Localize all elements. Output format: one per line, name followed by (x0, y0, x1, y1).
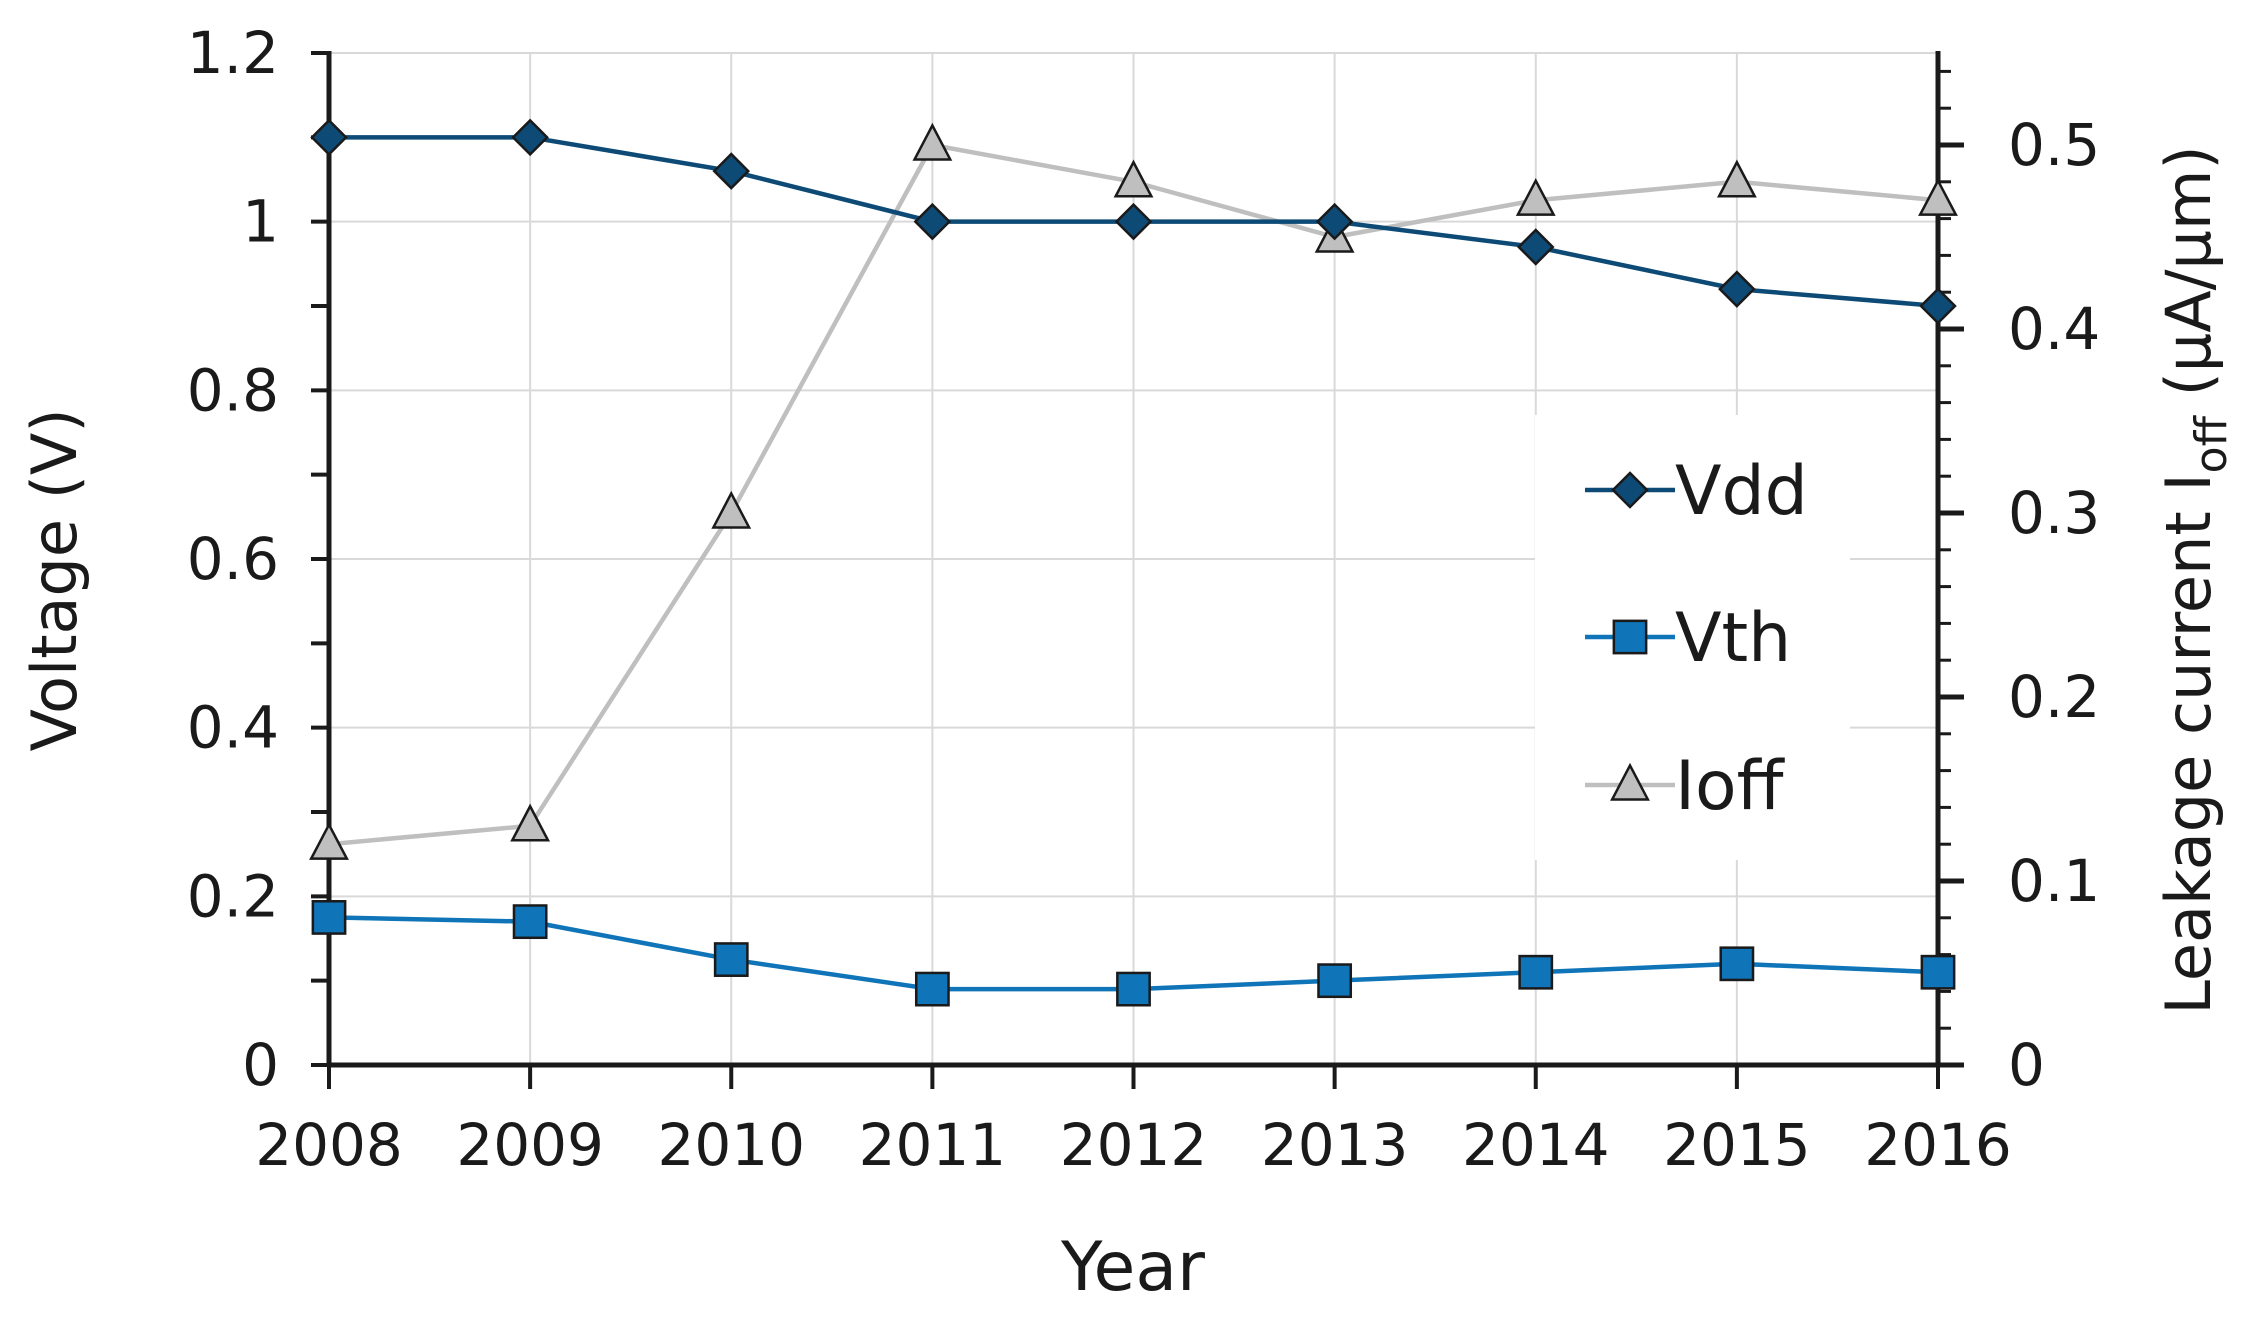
data-point-vth (512, 904, 548, 940)
y-left-tick-label: 0.8 (187, 356, 279, 424)
data-point-vdd (1919, 287, 1957, 325)
data-point-ioff (1918, 177, 1958, 216)
series-layer (309, 118, 1958, 1007)
x-axis-title: Year (1060, 1228, 1205, 1307)
y-axis-right-title-subscript: off (2186, 414, 2237, 473)
data-point-vdd (1114, 202, 1153, 241)
y-right-tick-label: 0.3 (2008, 479, 2100, 547)
data-point-ioff (309, 821, 349, 860)
y-axis-left-title: Voltage (V) (18, 408, 91, 751)
y-right-tick-label: 0.5 (2008, 111, 2100, 179)
x-tick-label: 2013 (1261, 1111, 1409, 1179)
legend: Vdd Vth Ioff (1535, 415, 1850, 860)
y-axis-right-title-main: Leakage current I (2152, 473, 2225, 1014)
legend-marker-ioff (1610, 762, 1650, 801)
x-tick-label: 2010 (657, 1111, 805, 1179)
y-left-tick-label: 0.2 (187, 862, 279, 930)
data-point-vdd (310, 118, 348, 157)
x-tick-label: 2014 (1462, 1111, 1610, 1179)
y-axis-right-title: Leakage current Ioff (μA/μm) (2152, 145, 2237, 1014)
data-point-vth (713, 942, 749, 977)
y-left-tick-label: 0 (242, 1031, 279, 1099)
legend-label-vdd: Vdd (1675, 452, 1808, 531)
data-point-vth (1518, 954, 1554, 990)
data-point-ioff (1515, 177, 1556, 216)
y-left-tick-label: 0.4 (187, 694, 279, 762)
y-right-tick-label: 0.1 (2008, 847, 2100, 915)
legend-label-vth: Vth (1675, 599, 1791, 678)
data-point-ioff (510, 803, 551, 842)
legend-marker-vth (1612, 619, 1648, 655)
x-tick-label: 2011 (859, 1111, 1007, 1179)
x-tick-label: 2016 (1864, 1111, 2012, 1179)
x-tick-label: 2008 (255, 1111, 403, 1179)
x-tick-label: 2015 (1663, 1111, 1811, 1179)
y-left-tick-label: 1 (242, 188, 279, 256)
data-point-vth (1920, 954, 1956, 990)
legend-marker-vdd (1611, 471, 1649, 509)
data-point-vdd (712, 152, 751, 190)
y-left-tick-label: 0.6 (187, 525, 279, 593)
data-point-vdd (1718, 270, 1756, 308)
data-point-vth (1719, 946, 1755, 982)
data-point-vdd (913, 202, 952, 241)
legend-label-ioff: Ioff (1675, 747, 1786, 826)
data-point-ioff (1716, 159, 1757, 198)
data-point-vth (311, 900, 347, 935)
y-axis-right-title-unit: (μA/μm) (2152, 145, 2225, 416)
data-point-vdd (1315, 202, 1354, 241)
x-tick-label: 2009 (456, 1111, 604, 1179)
y-right-tick-label: 0 (2008, 1031, 2045, 1099)
data-point-vth (914, 971, 950, 1007)
x-tick-label: 2012 (1060, 1111, 1208, 1179)
data-point-vdd (511, 118, 549, 157)
data-point-ioff (711, 490, 752, 529)
y-right-tick-label: 0.4 (2008, 295, 2100, 363)
data-point-vth (1317, 963, 1353, 999)
y-right-tick-label: 0.2 (2008, 663, 2100, 731)
data-point-ioff (1113, 159, 1154, 198)
data-point-vdd (1516, 228, 1555, 266)
data-point-vth (1116, 971, 1151, 1007)
y-left-tick-label: 1.2 (187, 19, 279, 87)
data-point-ioff (912, 122, 953, 161)
axes: 0 0.2 0.4 0.6 0.8 1 1.2 0 0.1 0.2 0.3 0.4 0.5 2008 200… (187, 19, 2101, 1179)
